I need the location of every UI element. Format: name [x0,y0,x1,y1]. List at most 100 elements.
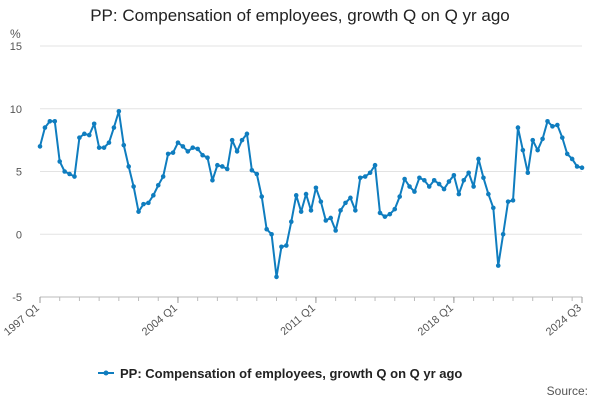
data-point [136,209,141,214]
data-point [387,211,393,217]
data-point [200,152,205,158]
data-point [555,122,560,128]
data-point [37,144,43,149]
data-point [377,210,383,216]
data-point [229,137,235,143]
data-point [72,174,77,179]
data-point [215,162,220,168]
data-point [101,145,107,150]
x-tick-label: 2004 Q1 [140,302,180,338]
source-label: Source: [547,384,588,398]
legend-label: PP: Compensation of employees, growth Q … [120,366,462,381]
data-point [436,181,442,187]
data-point [456,191,462,197]
data-point [343,200,348,206]
data-point [412,189,417,194]
data-point [540,136,545,142]
data-point [190,145,196,150]
data-point [62,169,67,174]
axes: -5 0 5 10 15 1997 Q1 2004 Q1 2011 Q1 2018 Q1 2024… [2,41,584,338]
data-point [481,175,486,181]
data-point [491,205,496,211]
data-point [441,186,447,192]
data-point [42,125,48,130]
data-point [131,184,136,189]
data-point [160,174,166,179]
data-point [569,156,575,162]
data-point [545,119,550,124]
data-point [338,208,343,213]
data-point [574,164,580,169]
data-point [57,159,63,164]
y-axis-unit-label: % [10,27,21,41]
data-point [530,137,536,143]
data-point [402,176,407,182]
data-point [303,191,309,197]
data-point [382,214,388,219]
gridlines [40,45,582,298]
data-point [579,165,585,171]
data-point [426,184,432,189]
data-point [515,125,521,130]
data-point [91,121,97,127]
data-point [106,140,112,145]
data-point [564,151,570,157]
data-point [461,177,467,183]
data-point [279,244,284,250]
data-point [318,199,324,204]
data-point [224,166,230,172]
data-point [195,146,200,152]
data-point [126,164,131,169]
x-tick-label: 2024 Q3 [544,302,584,338]
legend-marker-swatch [103,370,109,376]
data-point [550,124,555,129]
y-tick-label: 0 [16,229,22,241]
series-line [39,110,583,278]
data-point [185,149,191,154]
data-point [116,108,122,114]
data-point [431,177,437,183]
data-point [220,164,225,169]
data-point [264,226,269,232]
data-point [52,119,58,124]
data-point [333,228,338,233]
data-point [47,119,53,124]
data-point [210,177,215,183]
y-tick-label: 15 [10,41,22,53]
data-point [205,155,210,160]
data-point [313,185,319,191]
data-point [348,195,353,201]
data-point [254,171,260,177]
series-layer [37,108,585,280]
data-point [284,243,289,248]
x-tick-label: 2011 Q1 [278,302,317,338]
data-point [353,208,358,213]
data-point [500,231,506,237]
data-point [446,179,452,184]
data-point [274,274,279,280]
data-point [323,218,329,223]
data-point [367,170,373,176]
data-point [495,263,501,268]
legend: PP: Compensation of employees, growth Q … [98,366,462,381]
data-point [175,140,181,145]
data-point [121,142,127,148]
data-point [244,131,250,137]
data-point [559,135,565,140]
data-point [476,156,481,162]
data-point [96,145,102,150]
data-point [362,174,368,179]
data-point [535,147,540,153]
y-tick-label: -5 [12,292,22,304]
data-point [249,167,255,173]
y-tick-label: 5 [16,167,22,179]
chart-title: PP: Compensation of employees, growth Q … [90,6,510,25]
data-point [422,177,427,183]
data-point [155,183,161,188]
data-point [288,219,294,224]
data-point [180,144,186,149]
data-point [293,193,299,198]
data-point [77,135,82,140]
data-point [82,131,87,137]
